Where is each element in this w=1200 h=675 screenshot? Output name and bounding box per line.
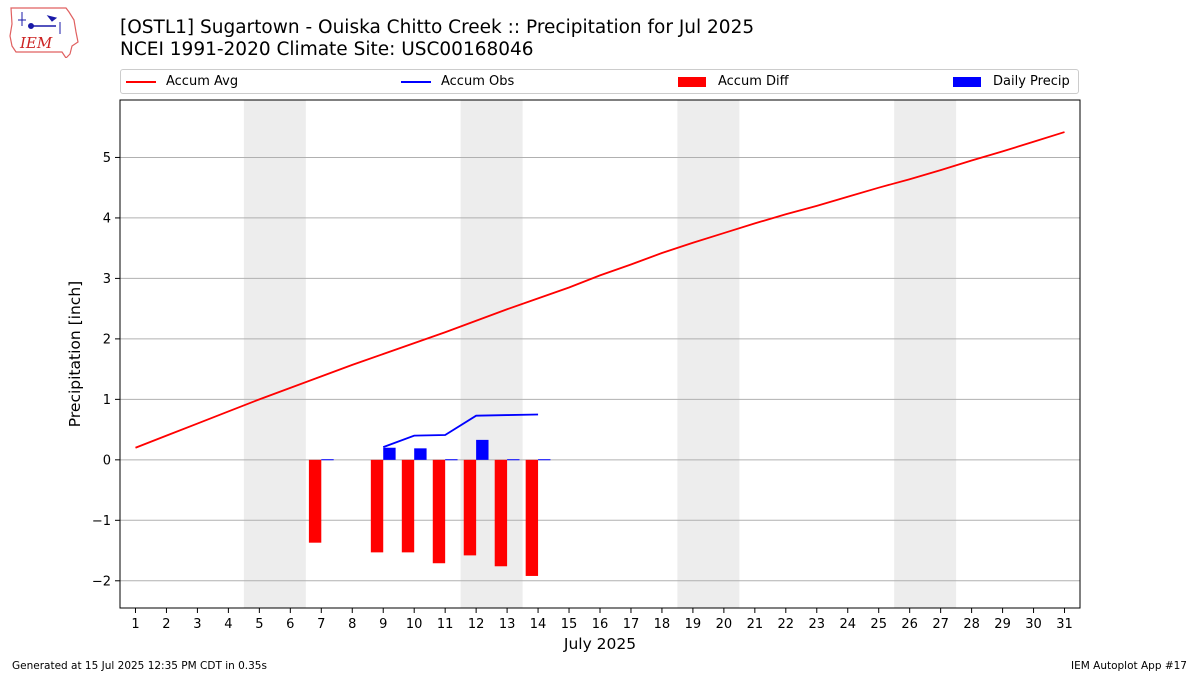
y-tick-label: 1 <box>103 393 111 408</box>
y-tick-label: 0 <box>103 453 111 468</box>
x-tick-label: 4 <box>224 617 232 632</box>
x-tick-label: 20 <box>716 617 733 632</box>
y-tick-label: −2 <box>92 574 111 589</box>
x-tick-label: 22 <box>778 617 795 632</box>
x-tick-label: 13 <box>499 617 516 632</box>
x-tick-label: 7 <box>317 617 325 632</box>
x-tick-label: 2 <box>162 617 170 632</box>
legend-label-accum-obs: Accum Obs <box>441 74 515 89</box>
y-axis-label: Precipitation [inch] <box>66 281 84 427</box>
legend-label-accum-diff: Accum Diff <box>718 74 789 89</box>
daily-precip-bar <box>538 459 551 461</box>
weekend-band-0 <box>243 100 306 608</box>
footer-app-text: IEM Autoplot App #17 <box>1071 660 1187 672</box>
weather-instrument-icon <box>18 12 61 34</box>
daily-precip-bar <box>445 459 458 461</box>
accum-obs-line <box>382 413 539 448</box>
weekend-band-3 <box>894 100 957 608</box>
legend-swatch-daily-precip <box>953 77 981 87</box>
x-tick-label: 28 <box>963 617 980 632</box>
x-tick-label: 1 <box>131 617 139 632</box>
accum-avg-line <box>135 131 1065 449</box>
x-tick-label: 17 <box>623 617 640 632</box>
x-tick-label: 26 <box>901 617 918 632</box>
accum-diff-bar <box>370 459 384 553</box>
accum-diff-bar <box>432 459 446 564</box>
x-tick-label: 27 <box>932 617 949 632</box>
accum-diff-bar <box>401 459 415 553</box>
x-tick-label: 9 <box>379 617 387 632</box>
daily-precip-bar <box>414 448 427 460</box>
chart-title: [OSTL1] Sugartown - Ouiska Chitto Creek … <box>120 17 754 61</box>
x-tick-label: 11 <box>437 617 454 632</box>
x-tick-label: 3 <box>193 617 201 632</box>
x-tick-label: 6 <box>286 617 294 632</box>
x-tick-label: 30 <box>1025 617 1042 632</box>
x-tick-label: 12 <box>468 617 485 632</box>
y-tick-label: −1 <box>92 514 111 529</box>
x-tick-label: 21 <box>747 617 764 632</box>
weekend-band-2 <box>677 100 740 608</box>
legend-swatch-accum-avg <box>126 81 156 83</box>
x-tick-label: 25 <box>870 617 887 632</box>
y-tick-label: 3 <box>103 272 111 287</box>
accum-diff-bar <box>463 459 477 556</box>
x-tick-label: 29 <box>994 617 1011 632</box>
x-tick-label: 19 <box>685 617 702 632</box>
x-tick-label: 16 <box>592 617 609 632</box>
x-tick-label: 31 <box>1056 617 1073 632</box>
chart-legend: Accum Avg Accum Obs Accum Diff Daily Pre… <box>120 69 1079 94</box>
x-tick-label: 8 <box>348 617 356 632</box>
x-axis-label: July 2025 <box>563 635 636 653</box>
legend-label-accum-avg: Accum Avg <box>166 74 239 89</box>
logo-text: IEM <box>19 34 53 52</box>
chart-title-line2: NCEI 1991-2020 Climate Site: USC00168046 <box>120 39 534 60</box>
daily-precip-bar <box>383 447 396 460</box>
footer-generated-text: Generated at 15 Jul 2025 12:35 PM CDT in… <box>12 660 267 672</box>
daily-precip-bar <box>507 459 520 461</box>
accum-diff-bar <box>525 459 539 576</box>
x-tick-label: 24 <box>839 617 856 632</box>
iem-logo: IEM <box>9 7 79 58</box>
legend-swatch-accum-diff <box>678 77 706 87</box>
accum-diff-bar <box>494 459 508 567</box>
legend-swatch-accum-obs <box>401 81 431 83</box>
x-tick-label: 23 <box>809 617 826 632</box>
x-tick-label: 10 <box>406 617 423 632</box>
chart-title-line1: [OSTL1] Sugartown - Ouiska Chitto Creek … <box>120 17 755 38</box>
x-tick-label: 14 <box>530 617 547 632</box>
accum-diff-bar <box>308 459 322 543</box>
y-tick-label: 2 <box>103 332 111 347</box>
daily-precip-bar <box>476 439 489 460</box>
legend-label-daily-precip: Daily Precip <box>993 74 1070 89</box>
x-tick-label: 18 <box>654 617 671 632</box>
x-tick-label: 15 <box>561 617 578 632</box>
x-tick-label: 5 <box>255 617 263 632</box>
y-tick-label: 4 <box>103 211 111 226</box>
daily-precip-bar <box>321 459 334 461</box>
y-tick-label: 5 <box>103 151 111 166</box>
